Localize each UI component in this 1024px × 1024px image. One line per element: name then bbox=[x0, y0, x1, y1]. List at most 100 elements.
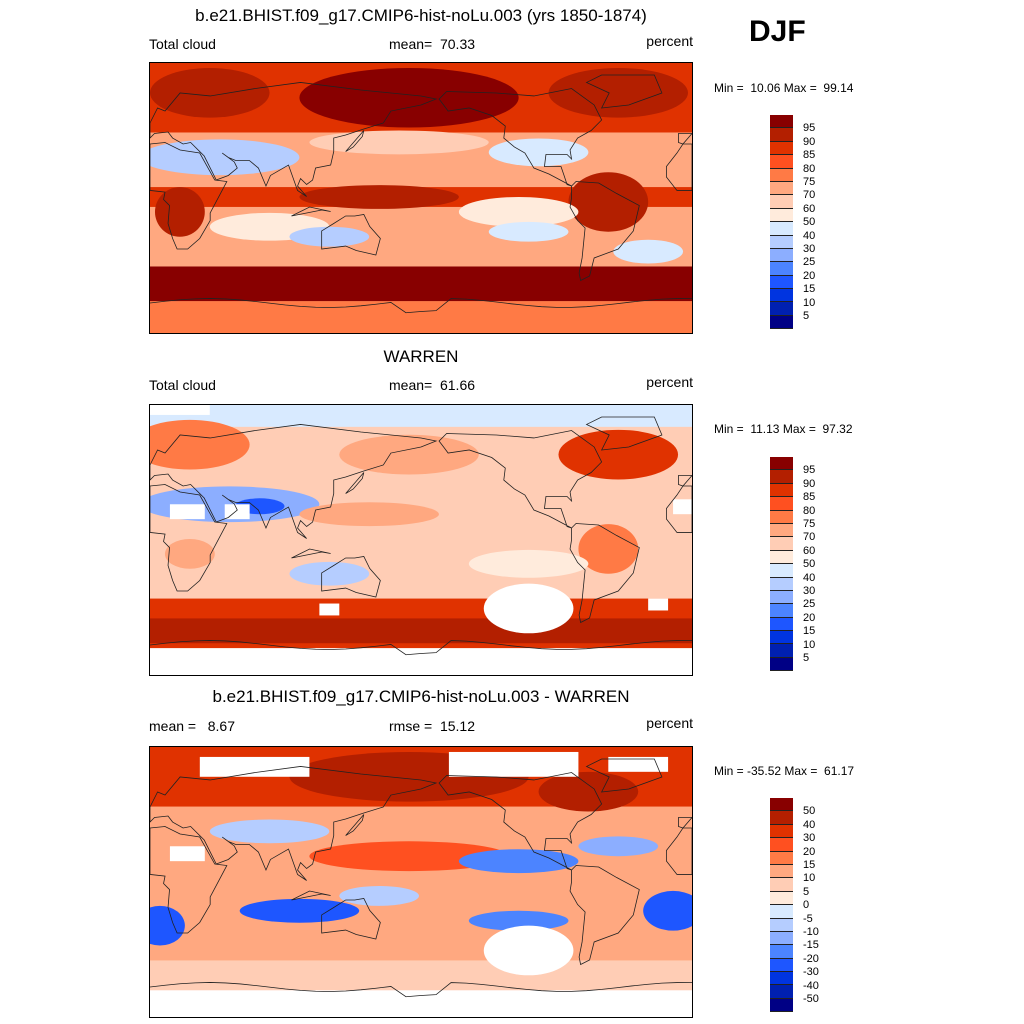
colorbar-box bbox=[770, 798, 793, 812]
panel2-variable-label: Total cloud bbox=[149, 377, 216, 393]
colorbar-level-label: 30 bbox=[803, 585, 816, 597]
colorbar-level-label: 70 bbox=[803, 189, 816, 202]
coastline bbox=[585, 74, 663, 109]
colorbar-box bbox=[770, 248, 793, 263]
colorbar-box bbox=[770, 155, 793, 169]
colorbar-level-label: 15 bbox=[803, 625, 816, 638]
colorbar-level-label: 25 bbox=[803, 256, 816, 269]
colorbar-box bbox=[770, 958, 793, 973]
colorbar-level-label: 50 bbox=[803, 558, 816, 571]
colorbar-box bbox=[770, 918, 793, 932]
colorbar-box bbox=[770, 998, 793, 1013]
coastline bbox=[438, 88, 603, 187]
coastline bbox=[665, 827, 693, 875]
colorbar-box bbox=[770, 195, 793, 209]
colorbar-level-label: 85 bbox=[803, 149, 816, 162]
colorbar-box bbox=[770, 262, 793, 276]
colorbar-level-label: 40 bbox=[803, 818, 816, 831]
colorbar-level-label: 30 bbox=[803, 243, 816, 255]
colorbar-box bbox=[770, 457, 793, 471]
colorbar-box bbox=[770, 972, 793, 986]
coastline bbox=[585, 416, 663, 451]
colorbar-level-label: 25 bbox=[803, 598, 816, 611]
colorbar-level-label: 20 bbox=[803, 845, 816, 858]
panel3-coastlines bbox=[149, 758, 693, 998]
antarctica-coastline bbox=[149, 982, 693, 998]
colorbar-level-label: 70 bbox=[803, 531, 816, 544]
coastline bbox=[321, 898, 381, 940]
colorbar-level-label: 5 bbox=[803, 652, 810, 664]
colorbar-box bbox=[770, 945, 793, 959]
colorbar-box bbox=[770, 878, 793, 892]
colorbar-level-label: 80 bbox=[803, 162, 816, 175]
colorbar-box bbox=[770, 115, 793, 129]
coastline bbox=[321, 214, 381, 256]
colorbar-box bbox=[770, 523, 793, 538]
colorbar-box bbox=[770, 289, 793, 303]
colorbar-level-label: 80 bbox=[803, 504, 816, 517]
coastline bbox=[678, 133, 693, 145]
panel3-mean-label: mean = 8.67 bbox=[149, 718, 236, 734]
colorbar-box bbox=[770, 550, 793, 565]
panel1-title: b.e21.BHIST.f09_g17.CMIP6-hist-noLu.003 … bbox=[195, 6, 647, 25]
colorbar-box bbox=[770, 931, 793, 946]
colorbar-level-label: -15 bbox=[803, 939, 819, 952]
colorbar-level-label: 30 bbox=[803, 832, 816, 845]
colorbar-box bbox=[770, 483, 793, 498]
coastline bbox=[569, 181, 640, 282]
colorbar-box bbox=[770, 657, 793, 672]
coastline bbox=[665, 485, 693, 533]
colorbar-box bbox=[770, 905, 793, 919]
colorbar-box bbox=[770, 644, 793, 658]
colorbar-level-label: 0 bbox=[803, 899, 810, 912]
colorbar-level-label: 10 bbox=[803, 638, 816, 651]
coastline bbox=[569, 523, 640, 624]
coastline bbox=[149, 142, 228, 250]
colorbar-level-label: 5 bbox=[803, 310, 810, 322]
colorbar-box bbox=[770, 208, 793, 223]
coastline bbox=[345, 130, 365, 152]
colorbar-level-label: 10 bbox=[803, 296, 816, 309]
panel1-mean-label: mean= 70.33 bbox=[389, 36, 476, 52]
coastline bbox=[569, 865, 640, 966]
colorbar-box bbox=[770, 824, 793, 839]
panel1-map bbox=[140, 62, 693, 334]
colorbar-level-label: 40 bbox=[803, 571, 816, 584]
coastline bbox=[345, 472, 365, 494]
coastline bbox=[665, 143, 693, 191]
colorbar-level-label: 60 bbox=[803, 544, 816, 557]
panel3-rmse-label: rmse = 15.12 bbox=[389, 718, 475, 734]
colorbar-level-label: -50 bbox=[803, 993, 819, 1005]
colorbar-level-label: 20 bbox=[803, 269, 816, 282]
colorbar-level-label: -40 bbox=[803, 979, 819, 992]
colorbar-level-label: 90 bbox=[803, 477, 816, 490]
colorbar-box bbox=[770, 235, 793, 249]
colorbar-level-label: 85 bbox=[803, 491, 816, 504]
colorbar-level-label: 10 bbox=[803, 872, 816, 885]
panel3-title: b.e21.BHIST.f09_g17.CMIP6-hist-noLu.003 … bbox=[212, 687, 630, 706]
panel1-minmax: Min = 10.06 Max = 99.14 bbox=[714, 81, 854, 95]
coastline bbox=[678, 475, 693, 487]
colorbar-level-label: 20 bbox=[803, 611, 816, 624]
antarctica-coastline bbox=[149, 640, 693, 656]
colorbar-level-label: 15 bbox=[803, 283, 816, 296]
panel2-map bbox=[130, 404, 693, 676]
colorbar-box bbox=[770, 510, 793, 524]
colorbar-level-label: 50 bbox=[803, 216, 816, 229]
colorbar-level-label: 95 bbox=[803, 122, 816, 135]
colorbar-box bbox=[770, 631, 793, 645]
colorbar-level-label: 95 bbox=[803, 464, 816, 477]
colorbar-level-label: 5 bbox=[803, 885, 810, 898]
colorbar-box bbox=[770, 985, 793, 999]
coastline bbox=[149, 826, 228, 934]
colorbar-box bbox=[770, 537, 793, 551]
colorbar-box bbox=[770, 315, 793, 330]
colorbar-box bbox=[770, 497, 793, 511]
colorbar-box bbox=[770, 128, 793, 142]
colorbar-box bbox=[770, 864, 793, 879]
panel1-coastlines bbox=[149, 74, 693, 314]
coastline bbox=[678, 817, 693, 829]
colorbar-level-label: 75 bbox=[803, 176, 816, 188]
panel3-minmax: Min = -35.52 Max = 61.17 bbox=[714, 764, 855, 778]
